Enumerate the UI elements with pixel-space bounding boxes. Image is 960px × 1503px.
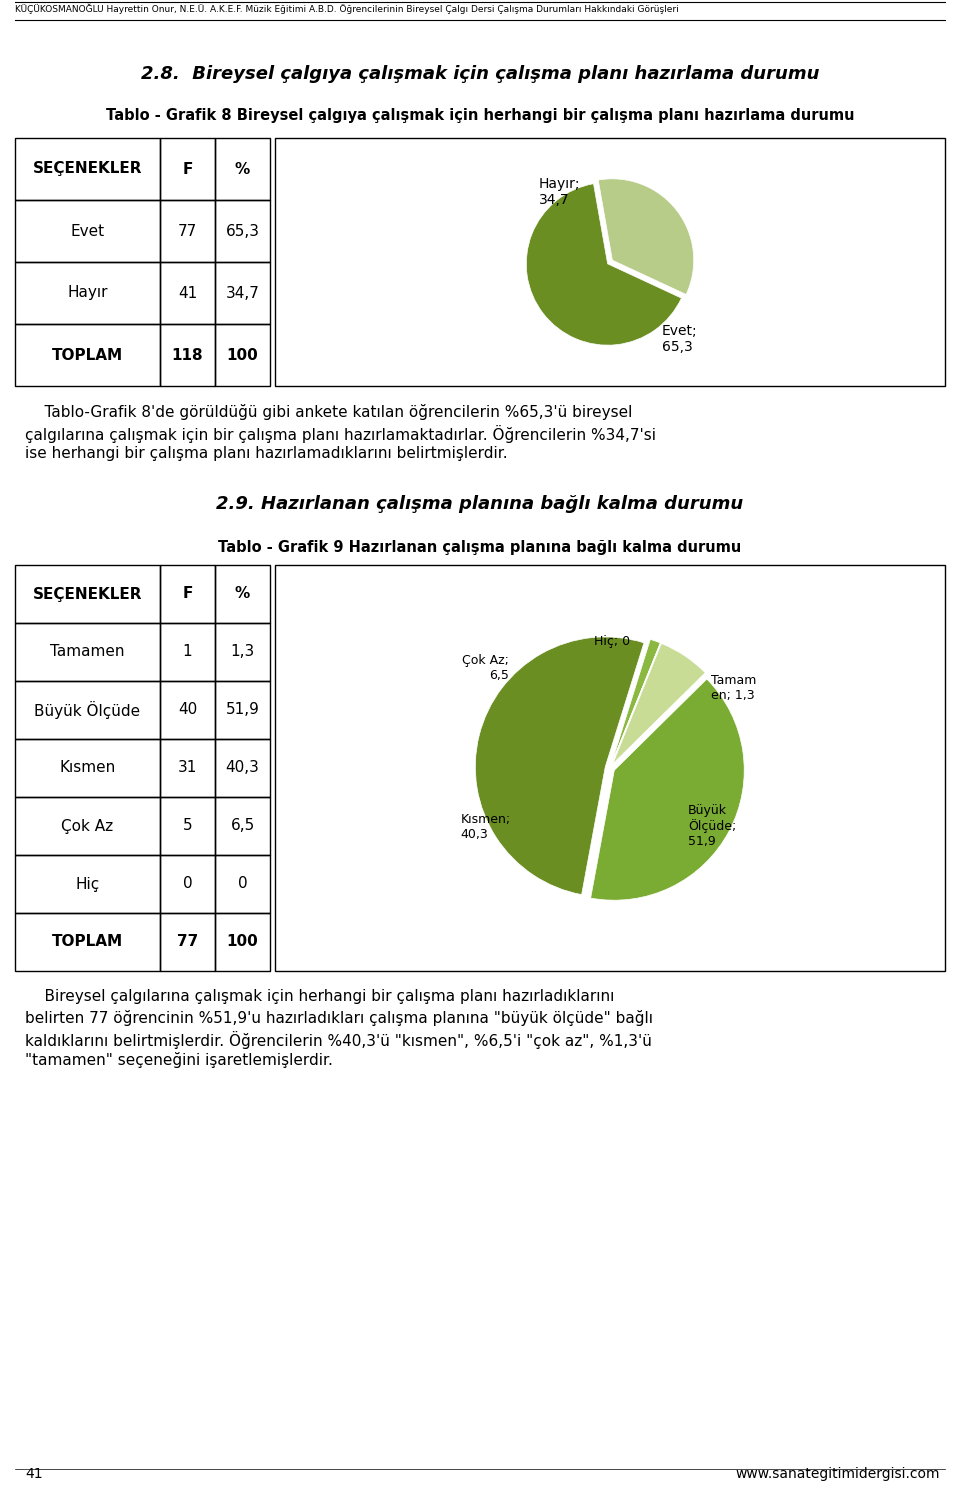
Text: SEÇENEKLER: SEÇENEKLER	[33, 161, 142, 176]
Bar	[15, 138, 160, 200]
Bar	[15, 200, 160, 262]
Bar	[15, 262, 160, 325]
Text: 41: 41	[178, 286, 197, 301]
Text: 2.9. Hazırlanan çalışma planına bağlı kalma durumu: 2.9. Hazırlanan çalışma planına bağlı ka…	[216, 494, 744, 513]
Text: Hayır: Hayır	[67, 286, 108, 301]
Text: 0: 0	[182, 876, 192, 891]
Text: Tamamen: Tamamen	[50, 645, 125, 660]
Bar	[160, 325, 215, 386]
Text: çalgılarına çalışmak için bir çalışma planı hazırlamaktadırlar. Öğrencilerin %34: çalgılarına çalışmak için bir çalışma pl…	[25, 425, 656, 443]
Text: Tablo - Grafik 9 Hazırlanan çalışma planına bağlı kalma durumu: Tablo - Grafik 9 Hazırlanan çalışma plan…	[218, 540, 742, 555]
Text: TOPLAM: TOPLAM	[52, 935, 123, 950]
Text: kaldıklarını belirtmişlerdir. Öğrencilerin %40,3'ü "kısmen", %6,5'i "çok az", %1: kaldıklarını belirtmişlerdir. Öğrenciler…	[25, 1031, 652, 1049]
Bar	[15, 565, 160, 624]
Text: 51,9: 51,9	[226, 702, 259, 717]
Bar	[15, 912, 160, 971]
Text: 77: 77	[178, 224, 197, 239]
Bar	[215, 325, 270, 386]
Text: F: F	[182, 161, 193, 176]
Text: 2.8.  Bireysel çalgıya çalışmak için çalışma planı hazırlama durumu: 2.8. Bireysel çalgıya çalışmak için çalı…	[141, 65, 819, 83]
Text: 118: 118	[172, 347, 204, 362]
Bar	[15, 681, 160, 739]
Text: 41: 41	[25, 1467, 42, 1480]
Bar	[215, 681, 270, 739]
Bar	[215, 855, 270, 912]
Bar	[215, 262, 270, 325]
Bar	[215, 565, 270, 624]
Text: SEÇENEKLER: SEÇENEKLER	[33, 586, 142, 601]
Bar	[215, 797, 270, 855]
Text: Evet: Evet	[70, 224, 105, 239]
Bar	[160, 912, 215, 971]
Text: 34,7: 34,7	[226, 286, 259, 301]
Bar	[215, 200, 270, 262]
Text: 5: 5	[182, 819, 192, 834]
Text: %: %	[235, 586, 251, 601]
Bar	[160, 739, 215, 797]
Wedge shape	[612, 643, 660, 764]
Text: Büyük Ölçüde: Büyük Ölçüde	[35, 700, 140, 718]
Wedge shape	[590, 679, 744, 900]
Text: "tamamen" seçeneğini işaretlemişlerdir.: "tamamen" seçeneğini işaretlemişlerdir.	[25, 1052, 333, 1069]
Text: belirten 77 öğrencinin %51,9'u hazırladıkları çalışma planına "büyük ölçüde" bağ: belirten 77 öğrencinin %51,9'u hazırladı…	[25, 1010, 653, 1027]
Text: Tamam
en; 1,3: Tamam en; 1,3	[710, 673, 756, 702]
Text: Hayır;
34,7: Hayır; 34,7	[539, 177, 580, 207]
Text: Hiç; 0: Hiç; 0	[593, 634, 630, 648]
Wedge shape	[475, 637, 644, 894]
Text: 77: 77	[177, 935, 198, 950]
Bar	[160, 797, 215, 855]
Bar	[160, 262, 215, 325]
Text: Kısmen: Kısmen	[60, 761, 115, 776]
Text: 1,3: 1,3	[230, 645, 254, 660]
Text: %: %	[235, 161, 251, 176]
Text: Çok Az;
6,5: Çok Az; 6,5	[463, 654, 510, 682]
Text: Çok Az: Çok Az	[61, 819, 113, 834]
Text: KÜÇÜKOSMANOĞLU Hayrettin Onur, N.E.Ü. A.K.E.F. Müzik Eğitimi A.B.D. Öğrencilerin: KÜÇÜKOSMANOĞLU Hayrettin Onur, N.E.Ü. A.…	[15, 5, 679, 15]
Text: Tablo-Grafik 8'de görüldüğü gibi ankete katılan öğrencilerin %65,3'ü bireysel: Tablo-Grafik 8'de görüldüğü gibi ankete …	[25, 404, 633, 419]
Bar	[160, 565, 215, 624]
Wedge shape	[612, 639, 660, 764]
Bar	[15, 624, 160, 681]
Text: 40: 40	[178, 702, 197, 717]
Bar	[160, 138, 215, 200]
Text: 40,3: 40,3	[226, 761, 259, 776]
Text: 100: 100	[227, 347, 258, 362]
Wedge shape	[612, 643, 706, 764]
Text: Bireysel çalgılarına çalışmak için herhangi bir çalışma planı hazırladıklarını: Bireysel çalgılarına çalışmak için herha…	[25, 989, 614, 1004]
Bar	[215, 739, 270, 797]
Bar	[275, 138, 945, 386]
Text: F: F	[182, 586, 193, 601]
Text: 65,3: 65,3	[226, 224, 259, 239]
Bar	[15, 797, 160, 855]
Text: Evet;
65,3: Evet; 65,3	[661, 323, 697, 353]
Text: Büyük
Ölçüde;
51,9: Büyük Ölçüde; 51,9	[688, 804, 736, 848]
Bar	[160, 624, 215, 681]
Bar	[160, 855, 215, 912]
Bar	[215, 624, 270, 681]
Bar	[160, 200, 215, 262]
Text: 0: 0	[238, 876, 248, 891]
Text: Hiç: Hiç	[76, 876, 100, 891]
Wedge shape	[598, 179, 694, 295]
Text: Tablo - Grafik 8 Bireysel çalgıya çalışmak için herhangi bir çalışma planı hazır: Tablo - Grafik 8 Bireysel çalgıya çalışm…	[106, 108, 854, 123]
Text: 100: 100	[227, 935, 258, 950]
Bar	[215, 138, 270, 200]
Bar	[160, 681, 215, 739]
Text: 31: 31	[178, 761, 197, 776]
Text: 1: 1	[182, 645, 192, 660]
Bar	[15, 325, 160, 386]
Bar	[15, 855, 160, 912]
Text: TOPLAM: TOPLAM	[52, 347, 123, 362]
Wedge shape	[526, 183, 682, 346]
Text: 6,5: 6,5	[230, 819, 254, 834]
Text: ise herhangi bir çalışma planı hazırlamadıklarını belirtmişlerdir.: ise herhangi bir çalışma planı hazırlama…	[25, 446, 508, 461]
Bar	[215, 912, 270, 971]
Text: www.sanategitimidergisi.com: www.sanategitimidergisi.com	[735, 1467, 940, 1480]
Bar	[275, 565, 945, 971]
Text: Kısmen;
40,3: Kısmen; 40,3	[461, 813, 511, 842]
Bar	[15, 739, 160, 797]
